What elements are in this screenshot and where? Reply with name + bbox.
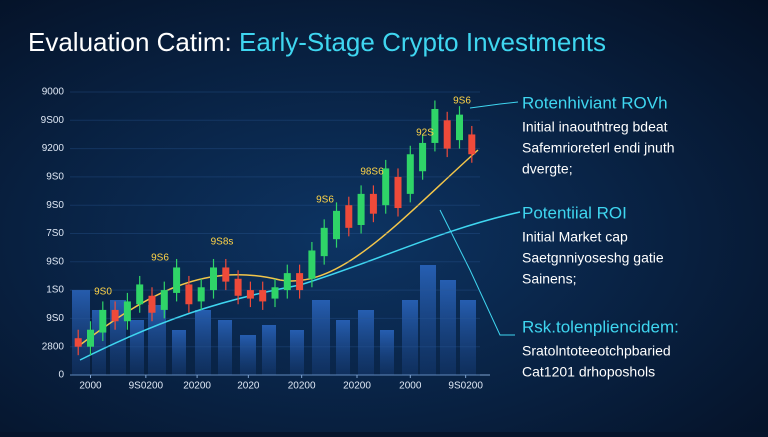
y-tick-label: 9000 [42,87,65,98]
point-label: 9S6 [151,253,169,264]
candle-body [468,134,476,155]
y-tick-label: 9S0 [46,313,64,324]
candle-body [419,142,427,172]
y-tick-label: 2800 [42,341,65,352]
annotation-heading: Rotenhiviant ROVh [522,93,668,112]
candle-body [431,108,439,143]
annotation-text: dvergte; [522,161,573,177]
point-label: 9S6 [316,195,334,206]
point-label: 9S8s [211,237,234,248]
candle-body [234,278,242,296]
annotation-text: Sainens; [522,271,576,287]
annotation-text: Initial Market cap [522,229,628,245]
candle-body [382,168,390,206]
annotation-text: Initial inaouthtreg bdeat [522,119,668,135]
candle-body [259,290,267,302]
candle-body [222,267,230,282]
candle-body [246,290,254,299]
x-tick-label: 20200 [288,381,316,392]
volume-backdrop [72,265,476,375]
title-part: Evaluation Catim: [28,27,232,57]
candle-body [296,273,304,291]
candle-body [443,120,451,149]
candle-body [456,114,463,141]
candle-body [99,309,107,333]
y-tick-label: 7S0 [46,228,64,239]
point-label: 98S6 [360,167,384,178]
candle-body [394,176,402,209]
candle-body [345,205,353,228]
candle-body [210,267,217,291]
chart-title: Evaluation Catim: Early-Stage Crypto Inv… [28,27,606,57]
y-tick-label: 9S00 [41,115,65,126]
title-part: Early-Stage Crypto Investments [239,27,606,57]
y-tick-label: 9S0 [46,200,64,211]
candle-body [87,329,94,347]
candle-body [148,295,156,313]
candle-body [271,287,279,299]
candle-body [283,273,291,291]
x-tick-label: 9S0200 [448,381,483,392]
annotation-heading: Potentiial ROI [522,203,627,222]
candle-body [74,338,82,347]
candle-body [185,284,193,305]
point-label: 92S [416,128,434,139]
x-tick-label: 2020 [237,381,260,392]
annotation-heading: Rsk.tolenpliencidem: [522,317,679,336]
annotation-text: Sratolntoteeotchpbaried [522,343,671,359]
x-tick-label: 9S0200 [129,381,164,392]
callout-lines [439,101,519,336]
candle-body [369,193,377,214]
candle-body [333,210,340,240]
y-tick-label: 1S0 [46,285,64,296]
candle-body [357,193,365,226]
annotation-text: Saetgnniyoseshg gatie [522,250,664,266]
annotation-text: Cat1201 drhoposhols [522,364,655,380]
y-tick-label: 9200 [42,143,65,154]
x-tick-label: 20200 [183,381,211,392]
y-tick-label: 9S0 [46,256,64,267]
x-tick-label: 2000 [79,381,102,392]
candle-body [173,267,181,293]
candle-body [197,287,205,302]
candle-body [406,154,414,194]
annotation-text: Safemrioreterl endi jnuth [522,140,675,156]
candle-body [160,290,168,310]
candle-body [308,250,316,279]
x-tick-label: 20200 [343,381,371,392]
y-tick-label: 9S0 [46,172,64,183]
y-tick-label: 0 [58,370,64,381]
candle-body [320,227,328,257]
point-label: 9S0 [94,287,112,298]
candle-body [123,301,131,322]
candle-body [111,309,119,322]
x-tick-label: 2000 [399,381,422,392]
candle-body [136,284,144,305]
point-label: 9S6 [453,96,471,107]
